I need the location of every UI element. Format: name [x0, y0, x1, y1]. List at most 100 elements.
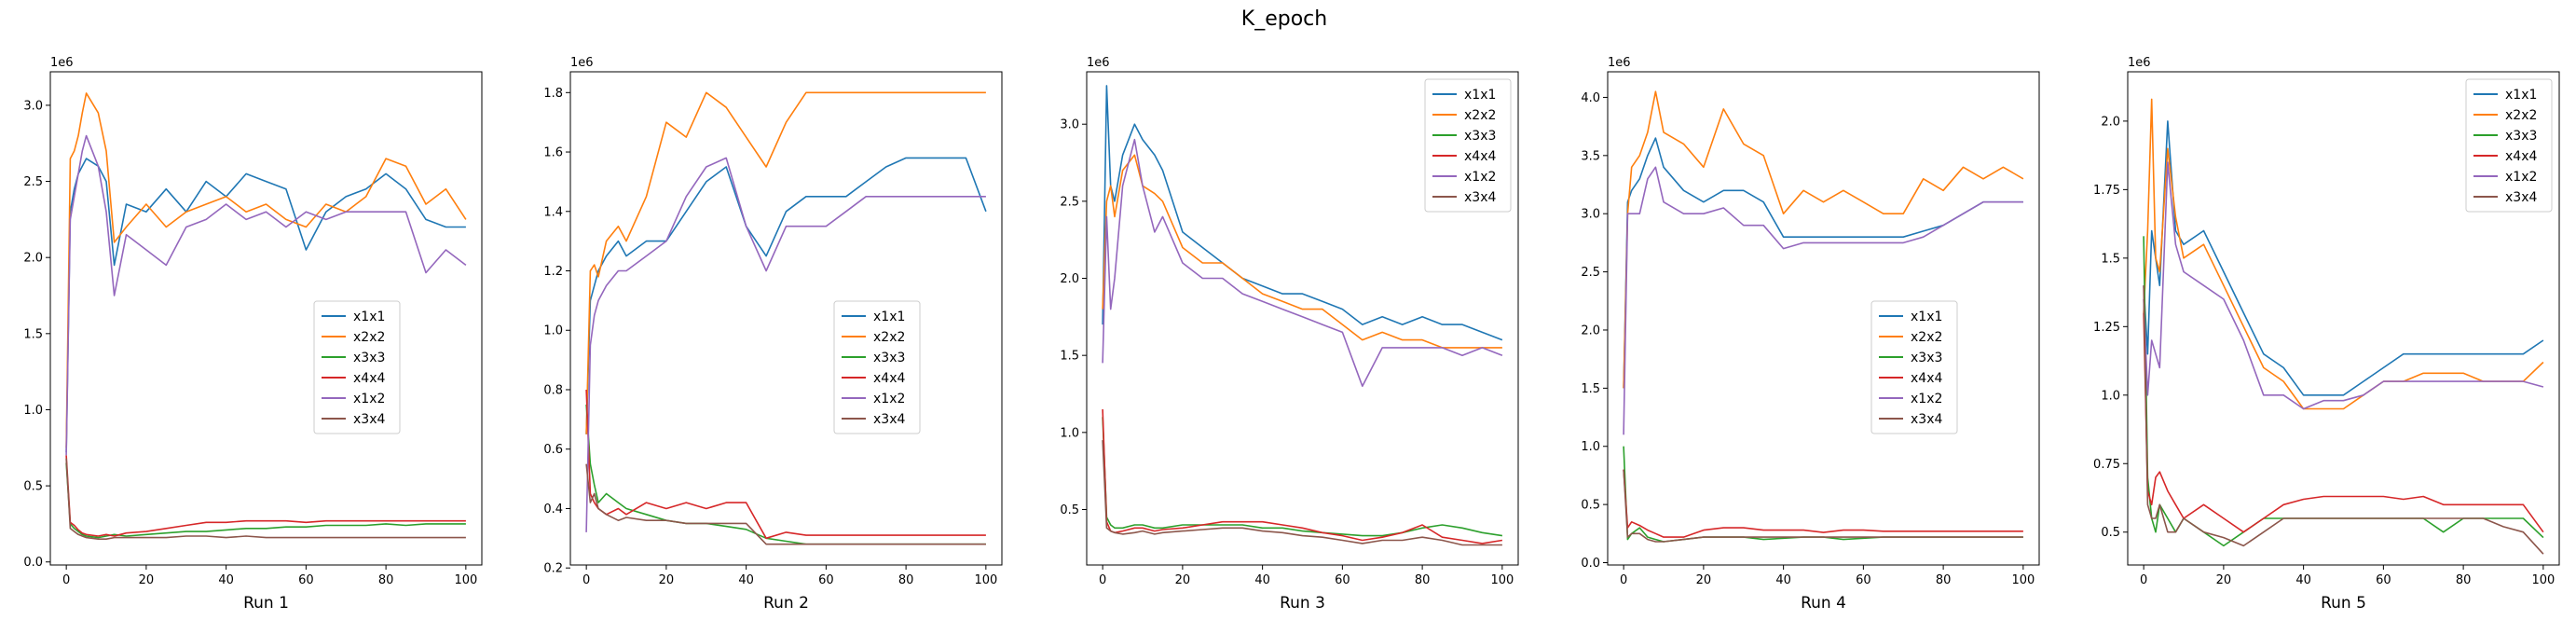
y-tick-label: 2.5: [23, 175, 43, 189]
series-line-x1x2: [585, 157, 986, 532]
x-tick-label: 60: [818, 573, 834, 587]
series-lines: [2143, 98, 2544, 555]
y-tick-label: 1.0: [23, 404, 43, 418]
series-line-x2x2: [1102, 154, 1502, 349]
y-tick-label: 0.4: [543, 503, 563, 517]
series-lines: [65, 92, 467, 541]
y-tick-label: 1.0: [1060, 426, 1079, 440]
series-line-x3x3: [1102, 417, 1503, 537]
y-offset-label: 1e6: [1608, 56, 1631, 70]
y-offset-label: 1e6: [2128, 56, 2151, 70]
subplot-run-4: 0 20 40 60 80 100 0.0 0.5 1.0 1.5 2.0 2.5 3.0 3.5 4.0 1…: [1581, 56, 2040, 613]
y-tick-label: 0.5: [1060, 503, 1079, 517]
y-tick-label: 0.5: [23, 480, 43, 494]
legend-label-x2x2: x2x2: [2505, 108, 2537, 123]
x-tick-label: 20: [139, 573, 155, 587]
subplot-panels: 0 20 40 60 80 100 0.0 0.5 1.0 1.5 2.0 2.5 3.0 1e6 Run …: [23, 56, 2560, 613]
y-offset-label: 1e6: [50, 56, 74, 70]
legend: x1x1 x2x2 x3x3 x4x4 x1x2 x3x4: [833, 300, 921, 434]
legend-label-x4x4: x4x4: [1464, 149, 1496, 164]
y-tick-label: 0.75: [2093, 458, 2120, 472]
x-axis-label: Run 5: [2321, 594, 2366, 613]
subplot-run-3: 0 20 40 60 80 100 0.5 1.0 1.5 2.0 2.5 3.0 1e6 Run 3 x1…: [1060, 56, 1519, 613]
y-tick-label: 2.5: [1581, 266, 1600, 280]
legend-label-x2x2: x2x2: [1464, 108, 1496, 123]
series-lines: [585, 91, 987, 545]
legend-label-x3x3: x3x3: [1911, 351, 1942, 365]
legend-label-x3x3: x3x3: [2505, 129, 2537, 144]
series-line-x1x1: [65, 158, 466, 453]
legend-label-x4x4: x4x4: [2505, 149, 2537, 164]
legend-label-x3x4: x3x4: [2505, 190, 2537, 205]
y-tick-label: 0.8: [543, 383, 563, 397]
series-line-x3x4: [65, 458, 466, 541]
y-tick-label: 3.0: [23, 99, 43, 113]
y-tick-label: 3.0: [1060, 118, 1079, 132]
y-tick-label: 4.0: [1581, 91, 1600, 105]
legend-label-x1x2: x1x2: [873, 392, 905, 406]
x-tick-label: 0: [582, 573, 590, 587]
y-tick-label: 2.0: [1581, 324, 1600, 338]
series-line-x3x4: [1623, 469, 2023, 543]
x-tick-label: 40: [738, 573, 754, 587]
legend-label-x3x4: x3x4: [1911, 412, 1942, 427]
series-lines: [1623, 90, 2024, 543]
legend-label-x3x3: x3x3: [873, 351, 905, 365]
axes-frame: [569, 71, 1003, 566]
legend-label-x1x1: x1x1: [1464, 88, 1496, 103]
legend: x1x1 x2x2 x3x3 x4x4 x1x2 x3x4: [2465, 78, 2553, 213]
y-tick-label: 1.5: [23, 327, 43, 341]
y-tick-label: 0.2: [543, 562, 563, 576]
legend: x1x1 x2x2 x3x3 x4x4 x1x2 x3x4: [1424, 78, 1512, 213]
y-tick-label: 3.5: [1581, 149, 1600, 163]
series-line-x2x2: [1623, 90, 2024, 389]
legend-box: [1870, 300, 1958, 434]
y-tick-label: 1.25: [2093, 321, 2120, 335]
x-tick-label: 80: [898, 573, 914, 587]
subplot-run-1: 0 20 40 60 80 100 0.0 0.5 1.0 1.5 2.0 2.5 3.0 1e6 Run …: [23, 56, 483, 613]
legend-label-x1x2: x1x2: [353, 392, 385, 406]
y-tick-label: 0.5: [2101, 526, 2120, 540]
x-tick-label: 100: [2531, 573, 2555, 587]
y-tick-label: 0.5: [1581, 499, 1600, 513]
series-line-x2x2: [2143, 98, 2544, 410]
legend: x1x1 x2x2 x3x3 x4x4 x1x2 x3x4: [1870, 300, 1958, 434]
x-tick-label: 80: [378, 573, 394, 587]
legend-label-x3x3: x3x3: [1464, 129, 1496, 144]
y-tick-label: 1.0: [2101, 389, 2120, 403]
x-tick-label: 0: [1099, 573, 1106, 587]
series-lines: [1102, 85, 1503, 546]
legend-label-x3x4: x3x4: [353, 412, 385, 427]
legend-box: [833, 300, 921, 434]
x-tick-label: 100: [974, 573, 997, 587]
x-tick-label: 80: [2456, 573, 2472, 587]
x-axis-label: Run 3: [1280, 594, 1325, 613]
legend-box: [313, 300, 401, 434]
legend-label-x2x2: x2x2: [873, 330, 905, 345]
y-tick-label: 1.4: [543, 205, 563, 219]
x-tick-label: 0: [1620, 573, 1627, 587]
legend-label-x1x2: x1x2: [1911, 392, 1942, 406]
x-tick-label: 0: [2140, 573, 2147, 587]
legend-label-x1x1: x1x1: [873, 310, 905, 324]
subplot-run-5: 0 20 40 60 80 100 0.5 0.75 1.0 1.25 1.5 1.75 2.0 1e6 R…: [2093, 56, 2560, 613]
y-offset-label: 1e6: [1087, 56, 1110, 70]
x-tick-label: 0: [62, 573, 70, 587]
legend-label-x3x3: x3x3: [353, 351, 385, 365]
y-tick-label: 2.0: [1060, 272, 1079, 286]
legend-label-x1x1: x1x1: [2505, 88, 2537, 103]
series-line-x3x4: [2143, 285, 2544, 555]
x-axis-label: Run 1: [243, 594, 289, 613]
x-tick-label: 20: [659, 573, 675, 587]
y-tick-label: 2.0: [2101, 115, 2120, 129]
x-tick-label: 60: [2376, 573, 2391, 587]
legend-label-x1x2: x1x2: [2505, 170, 2537, 185]
series-line-x2x2: [585, 91, 986, 434]
y-tick-label: 1.5: [1060, 350, 1079, 364]
series-line-x3x4: [585, 463, 986, 545]
legend-label-x4x4: x4x4: [353, 371, 385, 386]
series-line-x1x2: [65, 134, 467, 456]
series-line-x4x4: [65, 455, 466, 537]
y-tick-label: 0.0: [1581, 557, 1600, 571]
